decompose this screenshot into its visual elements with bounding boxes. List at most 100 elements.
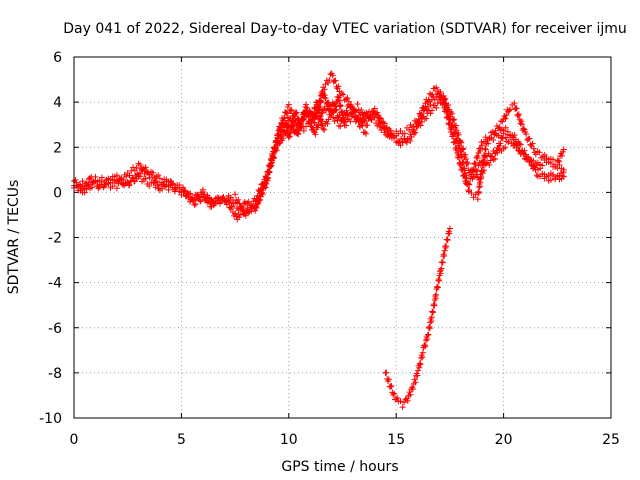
data-point	[269, 159, 276, 166]
data-point	[517, 141, 524, 148]
data-point	[450, 117, 457, 124]
data-point	[343, 122, 350, 129]
data-point	[208, 203, 215, 210]
data-point	[421, 342, 428, 349]
data-point	[431, 85, 438, 92]
data-point	[148, 171, 155, 178]
data-point	[513, 105, 520, 112]
data-point	[338, 117, 345, 124]
data-point	[288, 106, 295, 113]
data-point	[72, 177, 79, 184]
data-point	[317, 117, 324, 124]
data-point	[477, 145, 484, 152]
data-point	[419, 354, 426, 361]
data-point	[523, 131, 530, 138]
data-point	[452, 129, 459, 136]
data-point	[559, 172, 566, 179]
data-point	[414, 372, 421, 379]
data-point	[315, 121, 322, 128]
data-point	[185, 194, 192, 201]
data-point	[426, 325, 433, 332]
data-point	[547, 177, 554, 184]
data-point	[481, 152, 488, 159]
data-point	[374, 109, 381, 116]
data-point	[350, 109, 357, 116]
data-point	[543, 173, 550, 180]
data-point	[495, 132, 502, 139]
data-series	[71, 70, 567, 411]
data-point	[454, 135, 461, 142]
data-point	[506, 107, 513, 114]
data-point	[266, 169, 273, 176]
data-point	[298, 122, 305, 129]
data-point	[359, 122, 366, 129]
data-point	[162, 183, 169, 190]
plot-frame	[73, 56, 612, 419]
data-point	[334, 93, 341, 100]
data-point	[401, 399, 408, 406]
data-point	[541, 151, 548, 158]
data-point	[489, 128, 496, 135]
data-point	[304, 107, 311, 114]
data-point	[412, 379, 419, 386]
data-point	[257, 193, 264, 200]
data-point	[319, 92, 326, 99]
data-point	[358, 107, 365, 114]
data-point	[237, 211, 244, 218]
data-point	[331, 118, 338, 125]
data-point	[347, 118, 354, 125]
data-point	[456, 142, 463, 149]
data-point	[232, 191, 239, 198]
data-point	[512, 106, 519, 113]
data-point	[443, 243, 450, 250]
data-point	[344, 95, 351, 102]
data-point	[343, 96, 350, 103]
data-point	[270, 154, 277, 161]
data-point	[191, 201, 198, 208]
data-point	[244, 200, 251, 207]
data-point	[282, 130, 289, 137]
data-point	[332, 77, 339, 84]
data-point	[314, 124, 321, 131]
data-point	[468, 189, 475, 196]
data-point	[536, 149, 543, 156]
data-point	[363, 130, 370, 137]
data-point	[431, 302, 438, 309]
data-point	[529, 140, 536, 147]
data-point	[423, 115, 430, 122]
data-point	[79, 178, 86, 185]
data-point	[111, 176, 118, 183]
data-point	[519, 121, 526, 128]
data-point	[438, 265, 445, 272]
data-point	[282, 109, 289, 116]
data-point	[184, 190, 191, 197]
data-point	[422, 343, 429, 350]
data-point	[156, 175, 163, 182]
data-point	[324, 120, 331, 127]
data-point	[424, 99, 431, 106]
series-trace-f	[382, 225, 453, 411]
data-point	[417, 122, 424, 129]
data-point	[516, 140, 523, 147]
x-tick-label: 5	[177, 432, 186, 448]
data-point	[312, 114, 319, 121]
data-point	[232, 210, 239, 217]
data-point	[502, 144, 509, 151]
y-tick-label: 4	[53, 95, 62, 111]
data-point	[328, 110, 335, 117]
data-point	[374, 122, 381, 129]
data-point	[341, 118, 348, 125]
data-point	[406, 126, 413, 133]
data-point	[225, 198, 232, 205]
data-point	[76, 181, 83, 188]
data-point	[338, 90, 345, 97]
data-point	[300, 127, 307, 134]
data-point	[335, 83, 342, 90]
data-point	[543, 155, 550, 162]
data-point	[195, 195, 202, 202]
y-tick-label: 2	[53, 140, 62, 156]
data-point	[403, 139, 410, 146]
data-point	[255, 198, 262, 205]
data-point	[434, 284, 441, 291]
data-point	[487, 157, 494, 164]
